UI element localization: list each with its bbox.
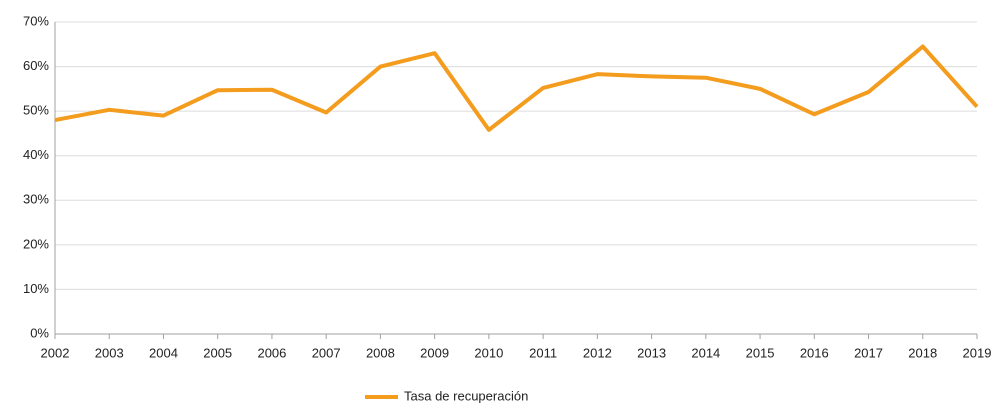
y-tick-label: 10% xyxy=(23,281,49,296)
legend-label: Tasa de recuperación xyxy=(404,388,528,403)
x-tick-label: 2015 xyxy=(746,345,775,360)
y-tick-label: 0% xyxy=(30,325,49,340)
x-tick-label: 2012 xyxy=(583,345,612,360)
y-tick-label: 20% xyxy=(23,236,49,251)
x-tick-label: 2003 xyxy=(95,345,124,360)
y-tick-label: 70% xyxy=(23,13,49,28)
x-tick-label: 2002 xyxy=(41,345,70,360)
data-line xyxy=(54,44,979,132)
y-tick-label: 30% xyxy=(23,192,49,207)
x-tick-label: 2016 xyxy=(800,345,829,360)
y-tick-label: 40% xyxy=(23,147,49,162)
x-tick-label: 2018 xyxy=(908,345,937,360)
x-tick-label: 2013 xyxy=(637,345,666,360)
y-tick-label: 50% xyxy=(23,103,49,118)
y-tick-label: 60% xyxy=(23,58,49,73)
x-tick-label: 2005 xyxy=(203,345,232,360)
x-tick-label: 2014 xyxy=(691,345,720,360)
x-tick-label: 2010 xyxy=(474,345,503,360)
x-tick-label: 2019 xyxy=(963,345,992,360)
x-tick-label: 2004 xyxy=(149,345,178,360)
x-tick-label: 2009 xyxy=(420,345,449,360)
x-tick-label: 2008 xyxy=(366,345,395,360)
x-tick-label: 2017 xyxy=(854,345,883,360)
x-tick-label: 2011 xyxy=(529,345,557,360)
x-tick-label: 2006 xyxy=(257,345,286,360)
x-tick-label: 2007 xyxy=(312,345,341,360)
